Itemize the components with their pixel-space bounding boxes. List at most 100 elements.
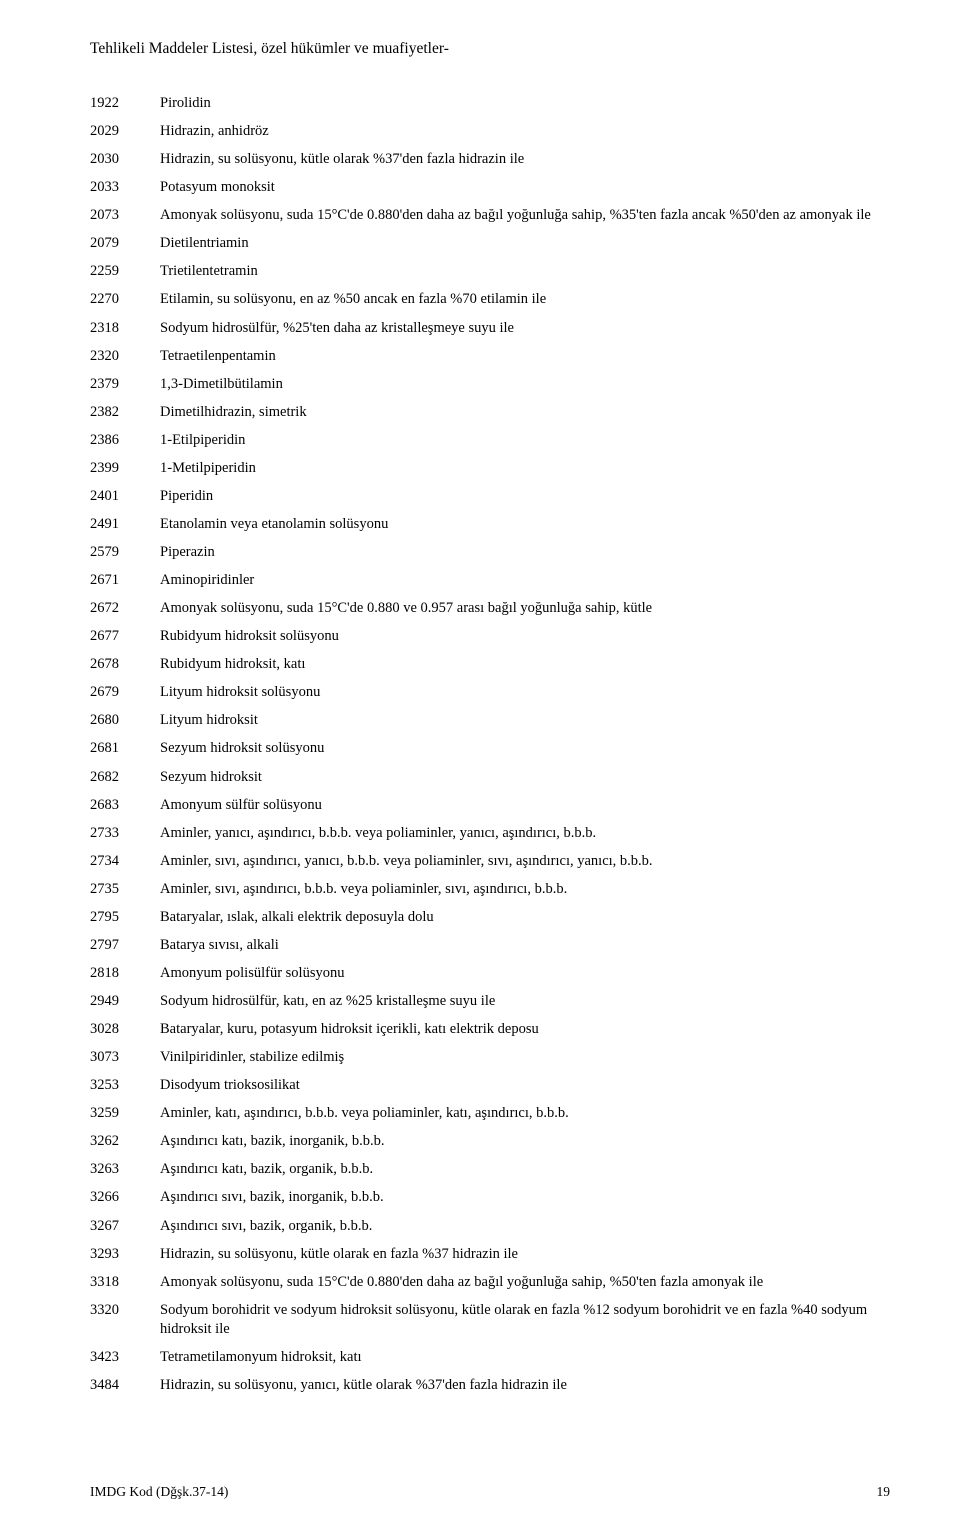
entry-description: Disodyum trioksosilikat (160, 1076, 890, 1096)
entry-code: 2270 (90, 290, 160, 310)
entry-description: Aminler, sıvı, aşındırıcı, b.b.b. veya p… (160, 880, 890, 900)
entry-description: Trietilentetramin (160, 262, 890, 282)
list-item: 3267Aşındırıcı sıvı, bazik, organik, b.b… (90, 1217, 890, 1237)
list-item: 3318Amonyak solüsyonu, suda 15°C'de 0.88… (90, 1273, 890, 1293)
entry-description: Potasyum monoksit (160, 178, 890, 198)
entry-description: Bataryalar, ıslak, alkali elektrik depos… (160, 908, 890, 928)
entry-code: 2818 (90, 964, 160, 984)
entry-code: 2733 (90, 824, 160, 844)
list-item: 3320Sodyum borohidrit ve sodyum hidroksi… (90, 1301, 890, 1340)
list-item: 3262Aşındırıcı katı, bazik, inorganik, b… (90, 1132, 890, 1152)
list-item: 2733Aminler, yanıcı, aşındırıcı, b.b.b. … (90, 824, 890, 844)
entry-code: 2033 (90, 178, 160, 198)
list-item: 2680Lityum hidroksit (90, 711, 890, 731)
list-item: 3073Vinilpiridinler, stabilize edilmiş (90, 1048, 890, 1068)
list-item: 3259Aminler, katı, aşındırıcı, b.b.b. ve… (90, 1104, 890, 1124)
entry-code: 2677 (90, 627, 160, 647)
entry-code: 2671 (90, 571, 160, 591)
page-title: Tehlikeli Maddeler Listesi, özel hükümle… (90, 40, 890, 58)
entry-code: 3266 (90, 1188, 160, 1208)
entry-code: 2073 (90, 206, 160, 226)
list-item: 23861-Etilpiperidin (90, 431, 890, 451)
entry-code: 2734 (90, 852, 160, 872)
entry-code: 3423 (90, 1348, 160, 1368)
list-item: 2318Sodyum hidrosülfür, %25'ten daha az … (90, 319, 890, 339)
entry-description: Amonyum polisülfür solüsyonu (160, 964, 890, 984)
entry-description: Amonyak solüsyonu, suda 15°C'de 0.880'de… (160, 1273, 890, 1293)
entry-description: Sodyum hidrosülfür, %25'ten daha az kris… (160, 319, 890, 339)
entry-code: 2681 (90, 739, 160, 759)
entry-description: Amonyak solüsyonu, suda 15°C'de 0.880'de… (160, 206, 890, 226)
list-item: 2679Lityum hidroksit solüsyonu (90, 683, 890, 703)
entry-description: Dimetilhidrazin, simetrik (160, 403, 890, 423)
entry-description: Amonyak solüsyonu, suda 15°C'de 0.880 ve… (160, 599, 890, 619)
list-item: 2029Hidrazin, anhidröz (90, 122, 890, 142)
entry-description: Rubidyum hidroksit solüsyonu (160, 627, 890, 647)
entry-description: Piperidin (160, 487, 890, 507)
list-item: 3253Disodyum trioksosilikat (90, 1076, 890, 1096)
entry-description: 1-Metilpiperidin (160, 459, 890, 479)
entry-code: 2401 (90, 487, 160, 507)
list-item: 2073Amonyak solüsyonu, suda 15°C'de 0.88… (90, 206, 890, 226)
entry-code: 1922 (90, 94, 160, 114)
entry-code: 3028 (90, 1020, 160, 1040)
list-item: 2735Aminler, sıvı, aşındırıcı, b.b.b. ve… (90, 880, 890, 900)
list-item: 2671Aminopiridinler (90, 571, 890, 591)
entry-code: 3073 (90, 1048, 160, 1068)
list-item: 2270Etilamin, su solüsyonu, en az %50 an… (90, 290, 890, 310)
entry-code: 2030 (90, 150, 160, 170)
entry-description: Aminler, katı, aşındırıcı, b.b.b. veya p… (160, 1104, 890, 1124)
entry-code: 3293 (90, 1245, 160, 1265)
entry-description: Hidrazin, su solüsyonu, kütle olarak en … (160, 1245, 890, 1265)
list-item: 23791,3-Dimetilbütilamin (90, 375, 890, 395)
entry-description: Pirolidin (160, 94, 890, 114)
entry-description: Aminopiridinler (160, 571, 890, 591)
entry-code: 2399 (90, 459, 160, 479)
entry-code: 3262 (90, 1132, 160, 1152)
entry-code: 3267 (90, 1217, 160, 1237)
entry-code: 3259 (90, 1104, 160, 1124)
entry-code: 2491 (90, 515, 160, 535)
entry-description: Aşındırıcı katı, bazik, organik, b.b.b. (160, 1160, 890, 1180)
list-item: 2818Amonyum polisülfür solüsyonu (90, 964, 890, 984)
entry-description: Aminler, sıvı, aşındırıcı, yanıcı, b.b.b… (160, 852, 890, 872)
entry-code: 2382 (90, 403, 160, 423)
entry-description: Lityum hidroksit (160, 711, 890, 731)
entry-code: 3484 (90, 1376, 160, 1396)
entry-description: Lityum hidroksit solüsyonu (160, 683, 890, 703)
entry-description: Tetrametilamonyum hidroksit, katı (160, 1348, 890, 1368)
list-item: 2949Sodyum hidrosülfür, katı, en az %25 … (90, 992, 890, 1012)
entry-description: Rubidyum hidroksit, katı (160, 655, 890, 675)
list-item: 23991-Metilpiperidin (90, 459, 890, 479)
entry-code: 2795 (90, 908, 160, 928)
list-item: 2382Dimetilhidrazin, simetrik (90, 403, 890, 423)
entry-description: Piperazin (160, 543, 890, 563)
entry-code: 2949 (90, 992, 160, 1012)
entry-code: 2379 (90, 375, 160, 395)
list-item: 2677Rubidyum hidroksit solüsyonu (90, 627, 890, 647)
list-item: 2320Tetraetilenpentamin (90, 347, 890, 367)
entry-description: Hidrazin, anhidröz (160, 122, 890, 142)
list-item: 3484Hidrazin, su solüsyonu, yanıcı, kütl… (90, 1376, 890, 1396)
entry-description: Sezyum hidroksit solüsyonu (160, 739, 890, 759)
entry-code: 2680 (90, 711, 160, 731)
list-item: 2797Batarya sıvısı, alkali (90, 936, 890, 956)
list-item: 2033Potasyum monoksit (90, 178, 890, 198)
entry-code: 2735 (90, 880, 160, 900)
list-item: 2681Sezyum hidroksit solüsyonu (90, 739, 890, 759)
list-item: 2678Rubidyum hidroksit, katı (90, 655, 890, 675)
entry-description: Sodyum borohidrit ve sodyum hidroksit so… (160, 1301, 890, 1340)
entry-code: 2683 (90, 796, 160, 816)
footer-page-number: 19 (877, 1484, 891, 1500)
list-item: 2795Bataryalar, ıslak, alkali elektrik d… (90, 908, 890, 928)
entry-description: Tetraetilenpentamin (160, 347, 890, 367)
entry-description: 1,3-Dimetilbütilamin (160, 375, 890, 395)
entry-description: Bataryalar, kuru, potasyum hidroksit içe… (160, 1020, 890, 1040)
entry-description: Dietilentriamin (160, 234, 890, 254)
list-item: 1922Pirolidin (90, 94, 890, 114)
list-item: 3423Tetrametilamonyum hidroksit, katı (90, 1348, 890, 1368)
entry-description: Amonyum sülfür solüsyonu (160, 796, 890, 816)
entry-code: 2678 (90, 655, 160, 675)
entry-description: Hidrazin, su solüsyonu, kütle olarak %37… (160, 150, 890, 170)
entry-description: Aşındırıcı sıvı, bazik, inorganik, b.b.b… (160, 1188, 890, 1208)
